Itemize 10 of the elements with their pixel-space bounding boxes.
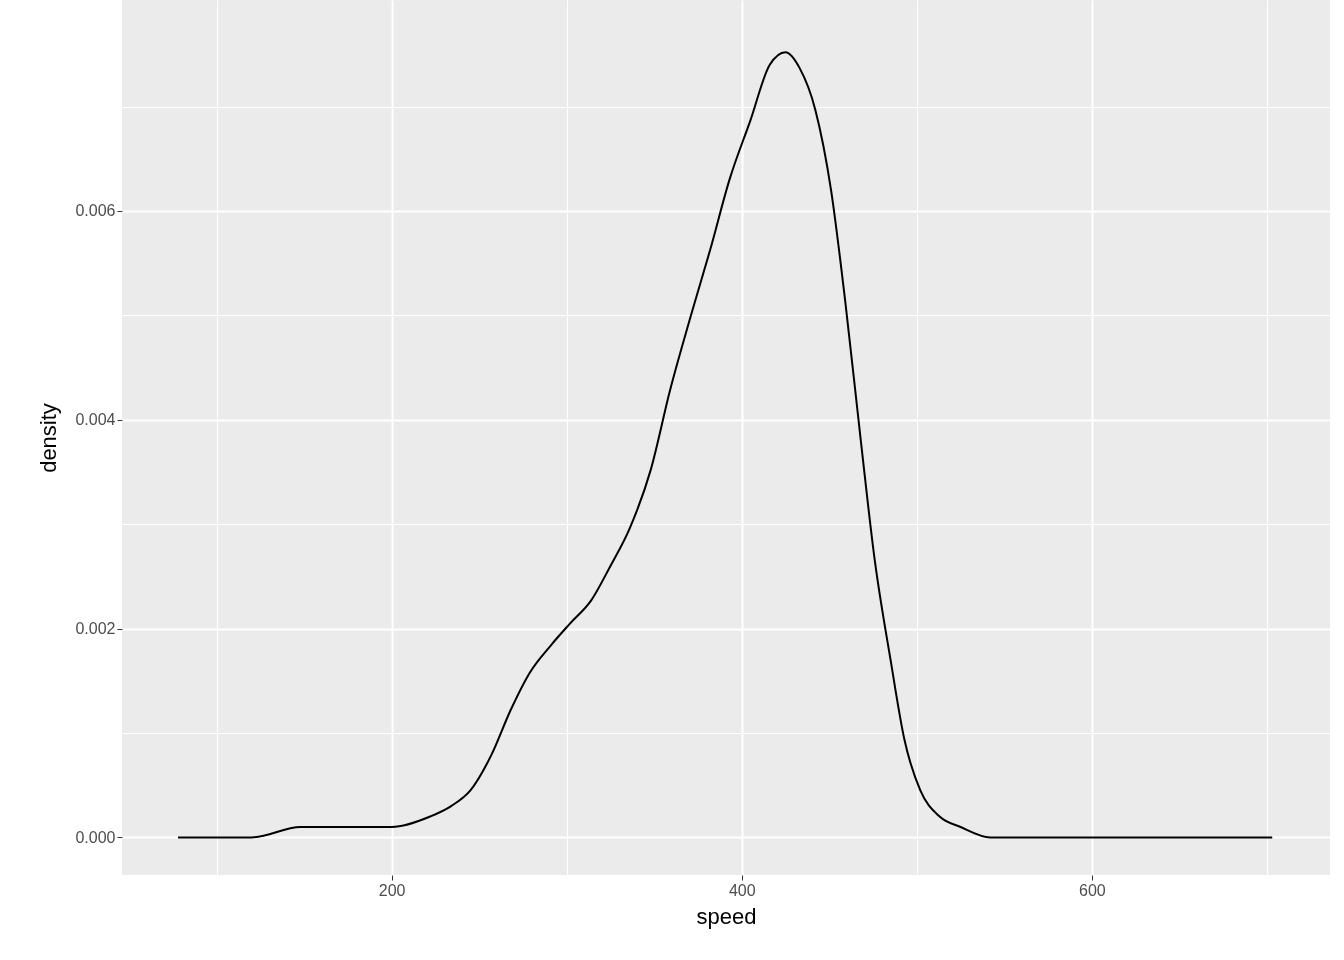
y-tick-label: 0.006 [75,202,116,220]
line-series [177,51,1274,839]
y-tick-label: 0.002 [75,620,116,638]
x-tick-label: 600 [1079,881,1106,899]
x-tick-label: 200 [378,881,406,899]
y-tick-label: 0.000 [75,828,116,846]
y-axis-title: density [36,403,62,473]
x-axis-title: speed [696,903,757,929]
y-tick-label: 0.004 [75,411,116,429]
x-tick-label: 400 [728,881,756,899]
